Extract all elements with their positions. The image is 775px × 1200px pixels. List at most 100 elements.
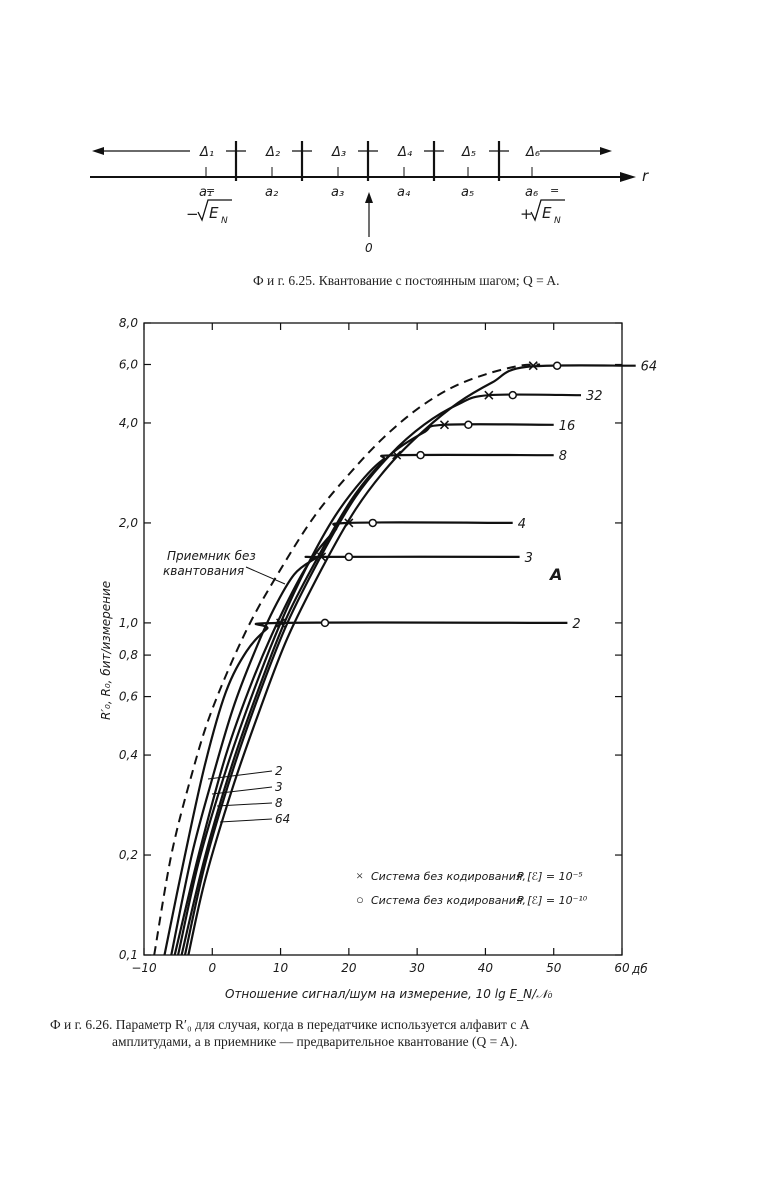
y-tick-label: 4,0 <box>119 416 138 430</box>
legend-text-o: Система без кодирования, <box>371 894 526 907</box>
left-label-3: 3 <box>275 780 283 794</box>
en-right: E <box>542 204 552 222</box>
marker-o <box>416 450 425 460</box>
dashed-label-leader <box>245 566 286 585</box>
minus-sqrt-en: − E N <box>186 199 232 226</box>
legend: × Система без кодирования, P [ℰ] = 10⁻⁵ … <box>356 868 588 907</box>
x-axis: −10 0 10 20 30 40 50 60 <box>131 323 630 975</box>
interval-label: Δ₆ <box>525 145 540 160</box>
x-tick-label: 40 <box>478 961 494 975</box>
legend-text-x: Система без кодирования, <box>371 870 526 883</box>
left-label-leader <box>207 770 273 780</box>
figure-6-26-caption-line2: амплитудами, а в приемнике — предварител… <box>112 1034 518 1049</box>
series-16-curve <box>180 423 554 956</box>
level-label: a₅ <box>461 185 474 200</box>
sqrt-sign-right <box>530 199 565 222</box>
plus-sign: + <box>520 205 533 223</box>
legend-symbol-o: ○ <box>356 892 364 907</box>
y-axis-label: R′₀, R₀, бит/измерение <box>99 581 113 720</box>
series-8-curve <box>177 453 554 956</box>
marker-x <box>528 361 538 371</box>
r-axis-arrowhead <box>620 172 636 182</box>
series-32-curve <box>183 393 582 956</box>
series-64-curve <box>187 364 636 956</box>
dashed-label-line2: квантования <box>163 564 244 578</box>
left-series-labels: 2 3 8 64 <box>207 764 290 826</box>
left-label-leader <box>219 818 273 823</box>
y-tick-label: 0,1 <box>119 948 138 962</box>
plot-frame <box>143 322 623 956</box>
legend-symbol-x: × <box>356 868 363 883</box>
series-2-label: 2 <box>572 617 580 632</box>
legend-cond-x: P [ℰ] = 10⁻⁵ <box>517 870 583 883</box>
y-tick-label: 2,0 <box>119 516 138 530</box>
en-left: E <box>209 204 219 222</box>
level-label: a₁ <box>199 185 212 200</box>
dashed-label-line1: Приемник без <box>167 549 256 563</box>
sqrt-sign-left <box>197 199 232 222</box>
marker-o <box>320 618 330 628</box>
marker-o <box>552 361 562 370</box>
x-tick-label: −10 <box>131 961 157 975</box>
level-label: a₆ <box>525 185 538 200</box>
a1-equals: = <box>206 184 215 197</box>
y-tick-label: 8,0 <box>119 316 138 330</box>
x-tick-label: 0 <box>208 961 216 975</box>
x-axis-unit: дб <box>631 962 648 976</box>
interval-label: Δ₁ <box>199 145 214 160</box>
y-tick-label: 1,0 <box>119 616 138 630</box>
panel-label: A <box>548 565 562 584</box>
marker-o <box>464 420 473 430</box>
marker-o <box>508 390 517 400</box>
x-tick-label: 50 <box>546 961 562 975</box>
left-label-2: 2 <box>275 764 283 778</box>
level-label: a₄ <box>397 185 411 200</box>
interval-label: Δ₃ <box>331 145 346 160</box>
r-axis-label: r <box>642 167 649 185</box>
series-4-curve <box>173 521 513 956</box>
marker-x <box>344 518 354 528</box>
level-label: a₂ <box>265 185 278 200</box>
y-tick-label: 0,8 <box>119 648 138 662</box>
en-left-sub: N <box>221 216 228 226</box>
x-tick-label: 60 <box>614 961 630 975</box>
level-labels: a₁ a₂ a₃ a₄ a₅ a₆ <box>199 185 538 200</box>
series-3-label: 3 <box>525 551 533 566</box>
a6-equals: = <box>550 184 559 197</box>
plus-sqrt-en: + E N <box>520 199 565 226</box>
x-tick-label: 30 <box>410 961 426 975</box>
zero-label: 0 <box>365 241 373 255</box>
left-label-leader <box>216 802 273 807</box>
markers <box>276 361 562 628</box>
series-16-label: 16 <box>559 419 576 434</box>
x-axis-label: Отношение сигнал/шум на измерение, 10 lg… <box>225 987 553 1001</box>
y-tick-label: 6,0 <box>119 357 138 371</box>
en-right-sub: N <box>554 216 561 226</box>
series-8-label: 8 <box>559 449 567 464</box>
interval-label: Δ₄ <box>397 145 413 160</box>
threshold-marks <box>205 141 533 181</box>
chart: 0,1 0,2 0,4 0,6 0,8 1,0 2,0 4,0 6,0 8,0 −10 0 10 20 3… <box>99 316 657 1001</box>
legend-cond-o: P [ℰ] = 10⁻¹⁰ <box>517 894 588 907</box>
level-label: a₃ <box>331 185 344 200</box>
zero-arrowhead <box>365 192 373 203</box>
series-4-label: 4 <box>518 517 526 532</box>
left-arrowhead <box>92 147 104 155</box>
marker-x <box>392 450 402 460</box>
unquantized-receiver-curve <box>153 363 541 956</box>
series-labels: 2 3 4 8 16 32 64 <box>518 360 657 632</box>
x-tick-label: 10 <box>273 961 289 975</box>
left-label-8: 8 <box>275 796 283 810</box>
marker-x <box>439 420 449 430</box>
marker-x <box>317 552 327 562</box>
right-arrowhead <box>600 147 612 155</box>
interval-label: Δ₂ <box>265 145 280 160</box>
y-axis: 0,1 0,2 0,4 0,6 0,8 1,0 2,0 4,0 6,0 8,0 <box>119 316 622 962</box>
interval-labels: Δ₁ Δ₂ Δ₃ Δ₄ Δ₅ Δ₆ <box>199 145 540 160</box>
marker-x <box>276 618 286 628</box>
interval-label: Δ₅ <box>461 145 476 160</box>
figure-6-26-caption-line1: Ф и г. 6.26. Параметр R′₀ для случая, ко… <box>50 1017 530 1032</box>
quantization-diagram: r Δ₁ Δ₂ Δ₃ Δ₄ Δ₅ Δ₆ a₁ a₂ a₃ a₄ a₅ a₆ = = − E N + … <box>90 141 649 255</box>
left-label-64: 64 <box>275 812 290 826</box>
